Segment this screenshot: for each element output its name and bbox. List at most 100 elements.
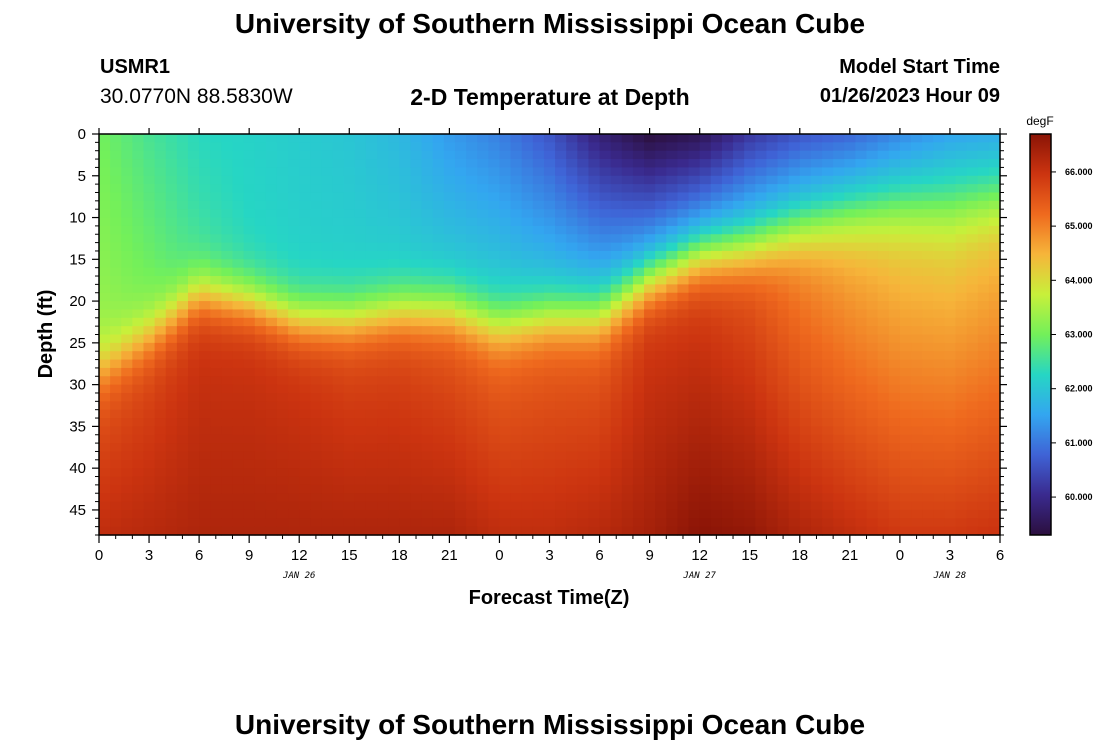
heatmap-cell <box>632 184 645 194</box>
heatmap-cell <box>632 317 645 327</box>
heatmap-cell <box>443 493 456 503</box>
heatmap-cell <box>254 459 267 469</box>
model-start-value: 01/26/2023 Hour 09 <box>819 85 1000 107</box>
heatmap-cell <box>399 134 412 143</box>
heatmap-cell <box>543 434 556 444</box>
heatmap-cell <box>766 250 779 260</box>
heatmap-cell <box>632 234 645 244</box>
heatmap-cell <box>788 334 801 344</box>
heatmap-cell <box>555 234 567 244</box>
heatmap-cell <box>632 468 645 478</box>
heatmap-cell <box>488 526 501 536</box>
heatmap-cell <box>777 326 790 336</box>
heatmap-cell <box>432 342 445 352</box>
heatmap-cell <box>232 309 245 319</box>
heatmap-cell <box>833 276 845 285</box>
heatmap-cell <box>610 451 623 461</box>
heatmap-cell <box>899 526 912 536</box>
heatmap-cell <box>866 225 879 235</box>
heatmap-cell <box>410 418 423 427</box>
heatmap-cell <box>365 426 378 436</box>
heatmap-cell <box>566 284 578 294</box>
heatmap-cell <box>388 367 400 377</box>
heatmap-cell <box>488 459 501 469</box>
heatmap-cell <box>232 242 245 252</box>
heatmap-cell <box>877 292 890 302</box>
heatmap-cell <box>421 225 434 235</box>
heatmap-cell <box>866 292 879 302</box>
heatmap-cell <box>332 159 345 169</box>
heatmap-cell <box>566 142 578 152</box>
heatmap-cell <box>888 526 901 536</box>
heatmap-cell <box>477 459 489 469</box>
heatmap-cell <box>644 326 656 336</box>
heatmap-cell <box>733 292 745 302</box>
heatmap-cell <box>377 409 389 419</box>
heatmap-cell <box>332 234 345 244</box>
heatmap-cell <box>644 409 656 419</box>
heatmap-cell <box>321 309 334 319</box>
heatmap-cell <box>799 276 812 285</box>
heatmap-cell <box>388 326 400 336</box>
heatmap-cell <box>299 200 311 210</box>
heatmap-cell <box>477 443 489 453</box>
heatmap-cell <box>721 384 734 394</box>
heatmap-cell <box>421 309 434 319</box>
heatmap-cell <box>599 301 612 311</box>
heatmap-cell <box>766 451 779 461</box>
heatmap-cell <box>833 401 845 411</box>
heatmap-cell <box>521 392 534 402</box>
heatmap-cell <box>911 217 923 227</box>
heatmap-cell <box>221 359 234 369</box>
day-label: JAN 26 <box>282 571 316 581</box>
heatmap-cell <box>187 225 200 235</box>
heatmap-cell <box>499 326 512 336</box>
heatmap-cell <box>888 443 901 453</box>
heatmap-cell <box>199 209 211 219</box>
heatmap-cell <box>688 518 701 528</box>
heatmap-cell <box>143 250 156 260</box>
heatmap-cell <box>265 501 278 511</box>
heatmap-cell <box>276 167 289 177</box>
heatmap-cell <box>343 392 356 402</box>
heatmap-cell <box>321 468 334 478</box>
heatmap-cell <box>410 493 423 503</box>
heatmap-cell <box>132 409 145 419</box>
heatmap-cell <box>454 242 467 252</box>
heatmap-cell <box>110 159 122 169</box>
heatmap-cell <box>477 426 489 436</box>
heatmap-cell <box>977 284 990 294</box>
heatmap-cell <box>799 159 812 169</box>
heatmap-cell <box>744 317 756 327</box>
heatmap-cell <box>777 292 790 302</box>
heatmap-cell <box>310 351 323 361</box>
heatmap-cell <box>710 376 723 386</box>
heatmap-cell <box>321 167 334 177</box>
heatmap-cell <box>855 334 868 344</box>
heatmap-cell <box>855 150 868 160</box>
heatmap-cell <box>521 250 534 260</box>
heatmap-cell <box>176 367 189 377</box>
heatmap-cell <box>354 359 367 369</box>
heatmap-cell <box>488 209 501 219</box>
heatmap-cell <box>944 409 957 419</box>
heatmap-cell <box>655 359 667 369</box>
heatmap-cell <box>299 317 311 327</box>
heatmap-cell <box>644 250 656 260</box>
heatmap-cell <box>566 401 578 411</box>
heatmap-cell <box>599 284 612 294</box>
heatmap-cell <box>510 234 523 244</box>
heatmap-cell <box>377 376 389 386</box>
heatmap-cell <box>176 192 189 202</box>
heatmap-cell <box>688 309 701 319</box>
heatmap-cell <box>199 501 211 511</box>
heatmap-cell <box>933 376 945 386</box>
heatmap-cell <box>354 384 367 394</box>
heatmap-cell <box>888 134 901 143</box>
heatmap-cell <box>677 142 690 152</box>
heatmap-cell <box>543 426 556 436</box>
heatmap-cell <box>143 401 156 411</box>
heatmap-cell <box>688 267 701 277</box>
heatmap-cell <box>655 200 667 210</box>
heatmap-cell <box>766 359 779 369</box>
